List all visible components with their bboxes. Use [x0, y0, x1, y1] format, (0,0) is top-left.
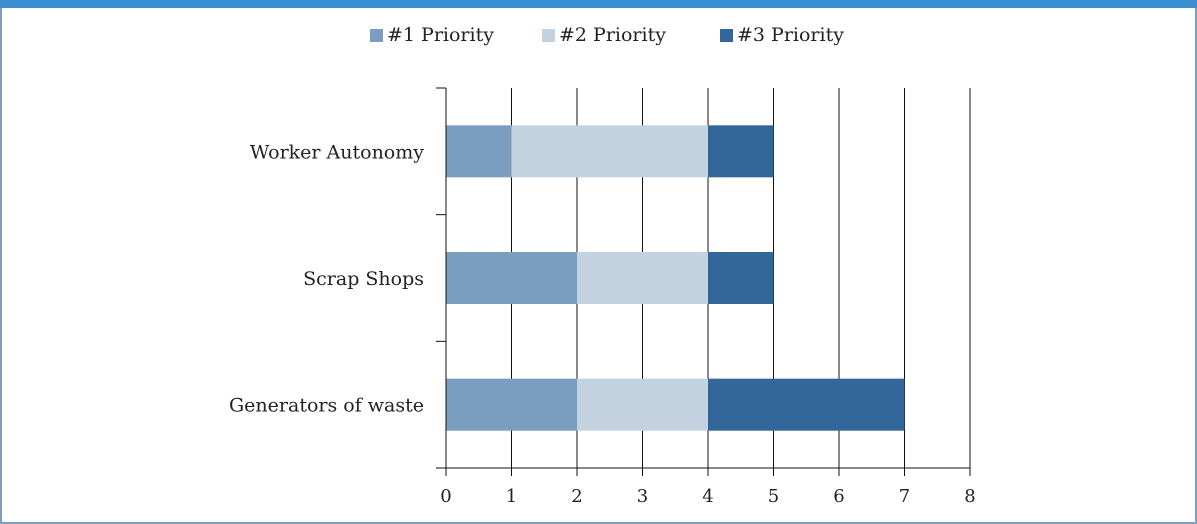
bar-1-2 — [446, 378, 577, 431]
legend-label-3: #3 Priority — [737, 24, 844, 46]
legend-label-1: #1 Priority — [387, 24, 494, 46]
category-label-0: Worker Autonomy — [250, 141, 424, 163]
x-tick-label-4: 4 — [702, 486, 713, 507]
x-tick-label-0: 0 — [440, 486, 451, 507]
category-label-2: Generators of waste — [229, 395, 424, 417]
bar-2-1 — [577, 252, 708, 304]
legend-item-3: #3 Priority — [720, 22, 844, 48]
legend-swatch-1 — [370, 28, 383, 42]
x-tick-label-7: 7 — [899, 486, 910, 507]
x-tick-label-1: 1 — [506, 486, 517, 507]
legend-swatch-3 — [720, 28, 733, 42]
bar-1-1 — [446, 252, 577, 304]
bar-2-0 — [511, 125, 708, 178]
x-tick-label-3: 3 — [637, 486, 648, 507]
x-tick-label-2: 2 — [571, 486, 582, 507]
bar-2-2 — [577, 378, 708, 431]
bar-1-0 — [446, 125, 512, 178]
legend-item-1: #1 Priority — [370, 22, 494, 48]
x-tick-label-6: 6 — [833, 486, 844, 507]
bar-3-1 — [708, 252, 774, 304]
header-band — [0, 0, 1197, 8]
legend-label-2: #2 Priority — [559, 24, 666, 46]
bar-3-2 — [708, 378, 905, 431]
legend-swatch-2 — [542, 28, 555, 42]
x-tick-label-8: 8 — [964, 486, 975, 507]
category-label-1: Scrap Shops — [303, 268, 424, 290]
x-tick-label-5: 5 — [768, 486, 779, 507]
bar-3-0 — [708, 125, 774, 178]
legend-item-2: #2 Priority — [542, 22, 666, 48]
legend: #1 Priority #2 Priority #3 Priority — [0, 22, 1197, 48]
